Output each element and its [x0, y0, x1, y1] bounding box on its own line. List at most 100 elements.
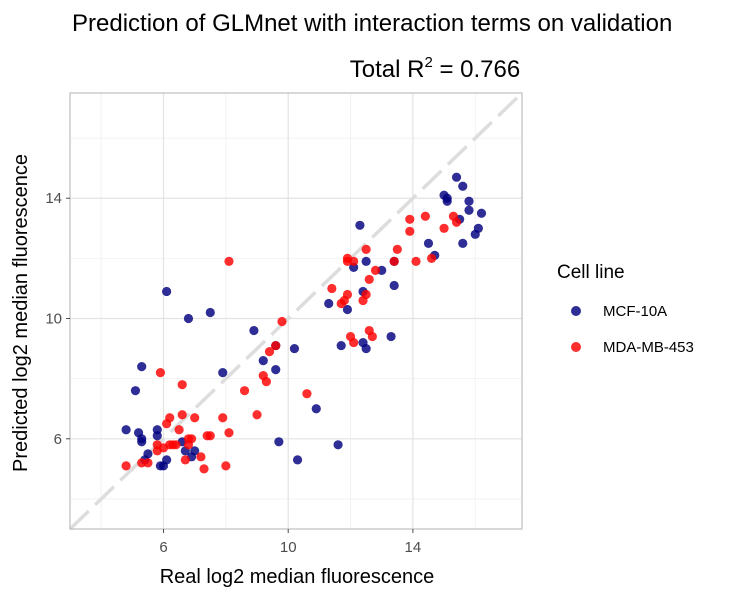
point-mda-mb-453: [389, 256, 399, 266]
point-mda-mb-453: [405, 214, 415, 224]
point-mda-mb-453: [271, 340, 281, 351]
point-mcf-10a: [342, 304, 353, 315]
point-mcf-10a: [205, 307, 215, 318]
point-mcf-10a: [476, 208, 487, 218]
point-mcf-10a: [473, 223, 483, 233]
legend-label: MDA-MB-453: [603, 339, 694, 356]
point-mcf-10a: [121, 425, 131, 435]
point-mcf-10a: [249, 325, 259, 336]
point-mcf-10a: [162, 286, 172, 297]
point-mda-mb-453: [224, 428, 234, 438]
point-mda-mb-453: [261, 377, 271, 387]
point-mda-mb-453: [205, 431, 215, 441]
point-mda-mb-453: [367, 331, 377, 342]
point-mcf-10a: [271, 365, 281, 375]
point-mda-mb-453: [364, 274, 374, 285]
point-mda-mb-453: [177, 410, 187, 420]
point-mda-mb-453: [196, 452, 206, 462]
point-mda-mb-453: [420, 211, 430, 221]
point-mcf-10a: [458, 181, 468, 191]
point-mcf-10a: [442, 193, 452, 203]
point-mcf-10a: [361, 343, 371, 354]
point-mcf-10a: [458, 238, 468, 248]
point-mda-mb-453: [370, 265, 381, 276]
point-mcf-10a: [143, 449, 153, 459]
point-mda-mb-453: [411, 256, 421, 266]
point-mda-mb-453: [327, 283, 337, 294]
point-mcf-10a: [355, 220, 365, 230]
subtitle-suffix: = 0.766: [433, 56, 520, 83]
point-mda-mb-453: [199, 464, 209, 474]
x-tick-label: 14: [405, 539, 422, 556]
y-axis-title: Predicted log2 median fluorescence: [10, 154, 32, 472]
point-mda-mb-453: [349, 337, 359, 348]
point-mcf-10a: [464, 196, 474, 206]
x-tick-label: 10: [280, 539, 297, 556]
point-mda-mb-453: [439, 223, 449, 233]
point-mcf-10a: [152, 431, 162, 441]
point-mda-mb-453: [174, 425, 184, 435]
point-mda-mb-453: [405, 226, 415, 236]
point-mcf-10a: [274, 437, 284, 447]
point-mda-mb-453: [277, 316, 287, 327]
point-mcf-10a: [311, 404, 321, 414]
point-mcf-10a: [292, 455, 303, 465]
point-mda-mb-453: [302, 389, 312, 399]
x-axis-title: Real log2 median fluorescence: [160, 566, 435, 588]
point-mda-mb-453: [224, 256, 234, 266]
point-mda-mb-453: [349, 256, 359, 266]
point-mda-mb-453: [264, 346, 275, 357]
panel-border: [69, 92, 523, 530]
legend-key: [571, 342, 581, 352]
point-mcf-10a: [464, 205, 474, 215]
point-mda-mb-453: [252, 410, 262, 420]
point-mcf-10a: [333, 440, 343, 450]
point-mda-mb-453: [342, 289, 353, 300]
y-tick-label: 14: [45, 190, 62, 207]
point-mda-mb-453: [218, 413, 228, 423]
x-axis-ticks: 6 10 14: [159, 529, 421, 556]
point-mda-mb-453: [121, 461, 131, 471]
subtitle-prefix: Total R: [350, 56, 425, 83]
point-mda-mb-453: [239, 386, 250, 396]
point-mcf-10a: [130, 386, 141, 396]
point-mda-mb-453: [171, 440, 181, 450]
point-mcf-10a: [423, 238, 434, 248]
point-mda-mb-453: [186, 434, 197, 444]
point-mcf-10a: [183, 313, 194, 324]
point-mda-mb-453: [155, 368, 165, 378]
point-mcf-10a: [190, 446, 200, 456]
y-axis-ticks: 6 10 14: [45, 190, 70, 448]
chart-title: Prediction of GLMnet with interaction te…: [72, 10, 672, 37]
legend: Cell line MCF-10A MDA-MB-453: [557, 262, 694, 356]
point-mcf-10a: [289, 343, 300, 354]
point-mda-mb-453: [190, 413, 200, 423]
point-mda-mb-453: [221, 461, 231, 471]
chart-subtitle: Total R2 = 0.766: [350, 54, 520, 83]
point-mcf-10a: [218, 368, 228, 378]
legend-title: Cell line: [557, 262, 625, 283]
point-mda-mb-453: [361, 289, 371, 300]
point-mcf-10a: [336, 340, 346, 351]
point-mcf-10a: [137, 437, 147, 447]
point-mda-mb-453: [180, 455, 190, 465]
x-tick-label: 6: [159, 539, 167, 556]
point-mcf-10a: [389, 280, 399, 291]
point-mcf-10a: [361, 256, 371, 266]
point-mcf-10a: [258, 356, 268, 366]
point-mcf-10a: [162, 455, 172, 465]
point-mcf-10a: [324, 298, 334, 309]
point-mda-mb-453: [165, 413, 175, 423]
point-mcf-10a: [137, 362, 147, 372]
point-mda-mb-453: [143, 458, 153, 468]
subtitle-superscript: 2: [424, 54, 432, 71]
legend-label: MCF-10A: [603, 303, 667, 320]
point-mda-mb-453: [361, 244, 371, 254]
point-mda-mb-453: [392, 244, 402, 254]
y-tick-label: 6: [54, 431, 62, 448]
point-mda-mb-453: [451, 217, 462, 227]
point-mcf-10a: [386, 331, 396, 342]
data-points: [121, 172, 487, 474]
point-mda-mb-453: [427, 253, 437, 263]
